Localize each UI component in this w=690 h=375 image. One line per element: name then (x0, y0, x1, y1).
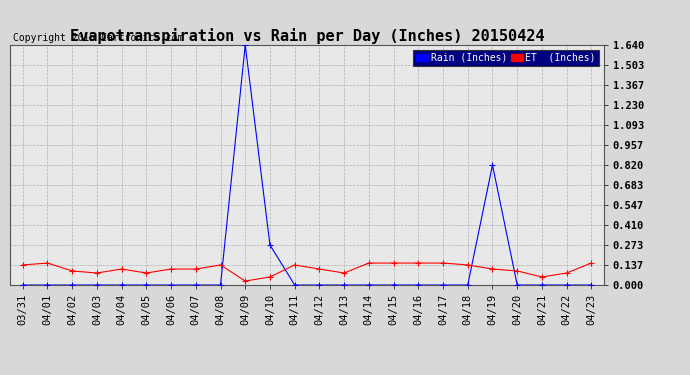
Title: Evapotranspiration vs Rain per Day (Inches) 20150424: Evapotranspiration vs Rain per Day (Inch… (70, 28, 544, 44)
Text: Copyright 2015 Cartronics.com: Copyright 2015 Cartronics.com (13, 33, 184, 43)
Legend: Rain (Inches), ET  (Inches): Rain (Inches), ET (Inches) (413, 50, 599, 66)
